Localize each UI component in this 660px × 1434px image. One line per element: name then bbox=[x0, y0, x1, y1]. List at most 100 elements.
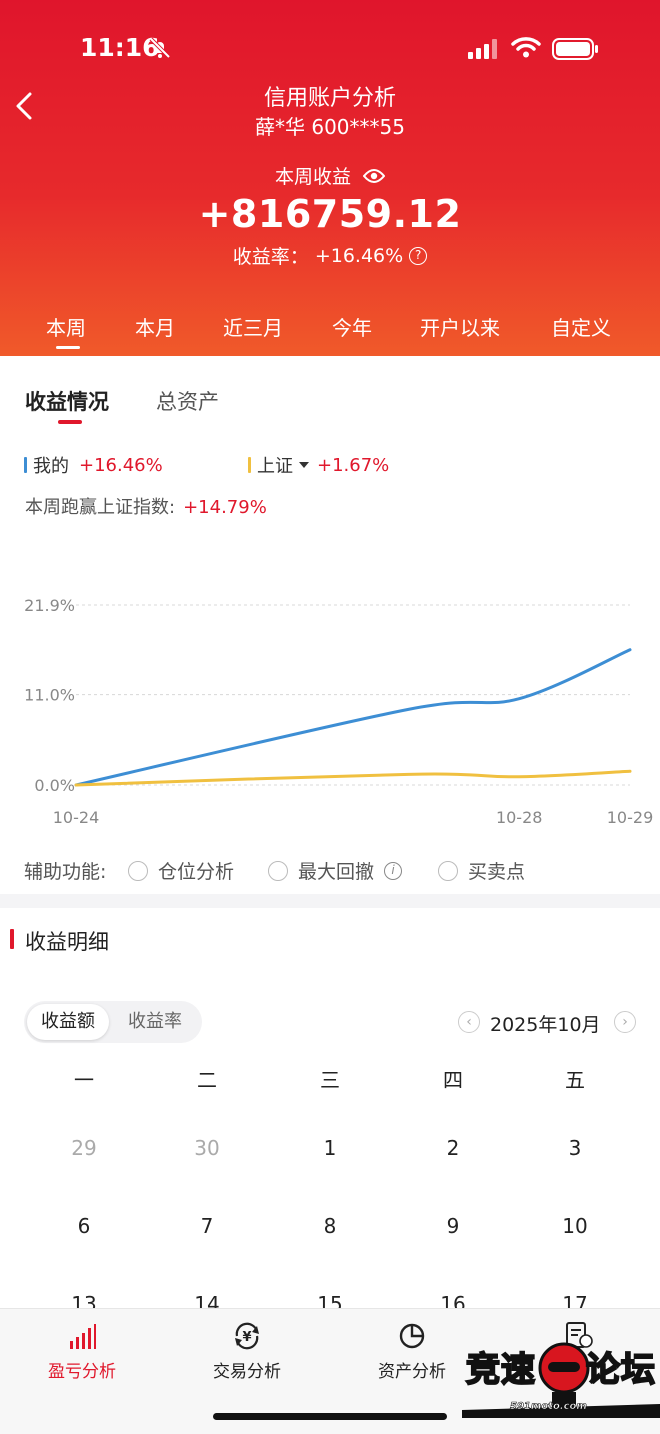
caret-down-icon bbox=[299, 462, 309, 468]
toggle-profit-amount[interactable]: 收益额 bbox=[27, 1004, 109, 1040]
nav-asset-analysis[interactable]: 资产分析 bbox=[352, 1321, 472, 1382]
pie-chart-icon bbox=[399, 1323, 425, 1349]
svg-text:¥: ¥ bbox=[242, 1330, 251, 1345]
nav-label: 盈亏分析 bbox=[48, 1362, 116, 1382]
watermark-text: 竞速 bbox=[465, 1349, 536, 1391]
info-icon[interactable]: i bbox=[384, 861, 403, 880]
radio-max-drawdown[interactable] bbox=[268, 860, 288, 881]
rate-row: 收益率： +16.46% ? bbox=[0, 242, 660, 269]
tab-this-month[interactable]: 本月 bbox=[135, 316, 175, 340]
toggle-profit-rate[interactable]: 收益率 bbox=[128, 1011, 182, 1032]
month-label[interactable]: 2025年10月 bbox=[490, 1014, 601, 1036]
calendar-day[interactable]: 30 bbox=[194, 1136, 220, 1160]
aux-buy-sell-points[interactable]: 买卖点 bbox=[438, 857, 525, 884]
legend-index-value: +1.67% bbox=[317, 454, 390, 476]
signal-icon bbox=[468, 39, 497, 59]
profit-chart: 21.9% 11.0% 0.0% 10-24 10-28 10-29 bbox=[24, 596, 654, 827]
account-subtitle: 薛*华 600***55 bbox=[255, 115, 405, 139]
legend-index-label: 上证 bbox=[257, 456, 293, 477]
x-tick-label: 10-29 bbox=[607, 808, 654, 827]
weekday-label: 四 bbox=[443, 1068, 463, 1092]
eye-icon[interactable] bbox=[363, 168, 385, 184]
tab-this-year[interactable]: 今年 bbox=[332, 316, 372, 340]
wifi-icon bbox=[511, 37, 541, 58]
rate-value: +16.46% bbox=[314, 244, 404, 267]
tab-this-week[interactable]: 本周 bbox=[46, 316, 86, 340]
status-time: 11:16 bbox=[80, 33, 160, 62]
metric-toggle: 收益额 收益率 bbox=[24, 1001, 202, 1043]
series-line-mine bbox=[74, 648, 632, 787]
watermark-text: 论坛 bbox=[585, 1349, 656, 1391]
weekday-label: 五 bbox=[565, 1068, 585, 1092]
weekday-label: 一 bbox=[74, 1068, 94, 1092]
calendar-day[interactable]: 7 bbox=[200, 1214, 214, 1238]
weekday-label: 二 bbox=[197, 1068, 217, 1092]
aux-option-label: 最大回撤 bbox=[298, 861, 375, 883]
section-marker bbox=[10, 929, 14, 949]
prev-month-icon[interactable]: ‹ bbox=[458, 1011, 480, 1033]
calendar-day[interactable]: 10 bbox=[562, 1214, 588, 1238]
watermark-url: 591moto.com bbox=[510, 1401, 587, 1413]
nav-label: 交易分析 bbox=[213, 1362, 281, 1382]
y-tick-label: 21.9% bbox=[24, 596, 75, 615]
legend-mine-label: 我的 bbox=[33, 456, 69, 477]
legend-index[interactable]: 上证 +1.67% bbox=[248, 452, 389, 478]
beat-value: +14.79% bbox=[183, 497, 267, 518]
page-title: 信用账户分析 bbox=[263, 86, 396, 111]
aux-option-label: 买卖点 bbox=[468, 861, 526, 883]
tab-profit-overview[interactable]: 收益情况 bbox=[25, 390, 109, 414]
nav-label: 资产分析 bbox=[378, 1362, 446, 1382]
beat-label: 本周跑赢上证指数: bbox=[25, 497, 176, 518]
radio-position-analysis[interactable] bbox=[128, 860, 148, 881]
radio-buy-sell-points[interactable] bbox=[438, 860, 458, 881]
weekday-label: 三 bbox=[320, 1068, 340, 1092]
calendar-day[interactable]: 6 bbox=[77, 1214, 91, 1238]
beat-index-row: 本周跑赢上证指数: +14.79% bbox=[25, 493, 267, 519]
battery-icon bbox=[552, 38, 598, 60]
detail-title: 收益明细 bbox=[25, 930, 109, 954]
detail-card bbox=[0, 908, 660, 1308]
legend-mine-value: +16.46% bbox=[79, 454, 163, 476]
calendar-day[interactable]: 1 bbox=[323, 1136, 337, 1160]
period-profit-row: 本周收益 bbox=[0, 162, 660, 189]
bar-chart-icon bbox=[70, 1324, 96, 1349]
calendar-day[interactable]: 9 bbox=[446, 1214, 460, 1238]
legend-index-swatch bbox=[248, 457, 251, 473]
y-tick-label: 0.0% bbox=[34, 776, 75, 795]
header: 11:16 信用账户分析 薛*华 600***55 本周收益 +816759.1… bbox=[0, 0, 660, 356]
profit-card bbox=[0, 356, 660, 894]
series-line-index bbox=[74, 769, 632, 787]
back-icon[interactable] bbox=[12, 90, 36, 122]
x-tick-label: 10-24 bbox=[53, 808, 100, 827]
next-month-icon[interactable]: › bbox=[614, 1011, 636, 1033]
aux-max-drawdown[interactable]: 最大回撤 i bbox=[268, 857, 403, 884]
watermark-logo bbox=[462, 1342, 660, 1418]
nav-trade-analysis[interactable]: ¥ 交易分析 bbox=[187, 1321, 307, 1382]
tab-custom[interactable]: 自定义 bbox=[551, 316, 611, 340]
yen-exchange-icon: ¥ bbox=[235, 1322, 259, 1350]
legend-mine: 我的 +16.46% bbox=[24, 452, 163, 478]
nav-profit-analysis[interactable]: 盈亏分析 bbox=[22, 1321, 142, 1382]
tab-since-open[interactable]: 开户以来 bbox=[420, 316, 500, 340]
tab-total-assets[interactable]: 总资产 bbox=[156, 390, 219, 414]
calendar-day[interactable]: 8 bbox=[323, 1214, 337, 1238]
legend-mine-swatch bbox=[24, 457, 27, 473]
aux-label: 辅助功能: bbox=[24, 861, 107, 883]
y-tick-label: 11.0% bbox=[24, 686, 75, 705]
help-icon[interactable]: ? bbox=[409, 246, 428, 265]
period-profit-label: 本周收益 bbox=[274, 166, 351, 188]
calendar-day[interactable]: 2 bbox=[446, 1136, 460, 1160]
calendar-day[interactable]: 29 bbox=[71, 1136, 97, 1160]
tab-active-indicator bbox=[56, 346, 80, 349]
tab-three-months[interactable]: 近三月 bbox=[223, 316, 283, 340]
aux-position-analysis[interactable]: 仓位分析 bbox=[128, 857, 234, 884]
rate-label: 收益率： bbox=[232, 246, 309, 268]
aux-option-label: 仓位分析 bbox=[158, 861, 235, 883]
bell-muted-icon bbox=[149, 37, 171, 59]
section-tab-indicator bbox=[58, 420, 82, 424]
x-tick-label: 10-28 bbox=[496, 808, 543, 827]
profit-value: +816759.12 bbox=[198, 192, 462, 236]
calendar-day[interactable]: 3 bbox=[568, 1136, 582, 1160]
home-indicator bbox=[213, 1413, 447, 1420]
period-tabs: 本周 本月 近三月 今年 开户以来 自定义 bbox=[0, 312, 660, 348]
